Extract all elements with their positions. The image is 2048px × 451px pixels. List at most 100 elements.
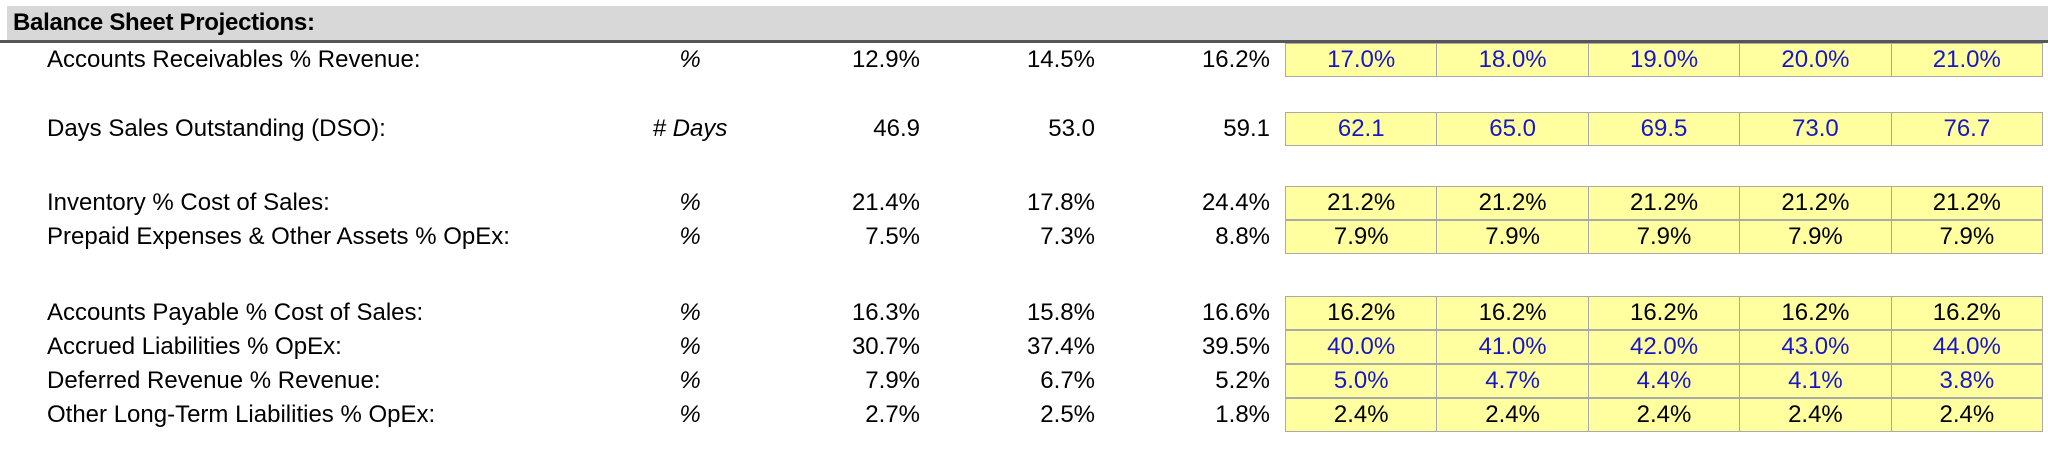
historical-value-cell: 24.4% [1201,189,1270,216]
historical-value-cell: 1.8% [1215,401,1270,428]
unit-cell: % [679,367,701,394]
projection-input-cell[interactable]: 18.0% [1436,43,1589,77]
projection-cells: 62.1 65.0 69.5 73.0 76.7 [1285,112,2044,146]
row-label: Days Sales Outstanding (DSO): [47,115,386,142]
row-prepaid-expenses-pct-opex: Prepaid Expenses & Other Assets % OpEx: … [0,220,2048,254]
spacer-row [0,77,2048,112]
historical-value-cell: 5.2% [1215,367,1270,394]
projection-cells: 5.0% 4.7% 4.4% 4.1% 3.8% [1285,364,2044,398]
projection-input-cell[interactable]: 40.0% [1285,330,1438,364]
historical-value-cell: 2.5% [1040,401,1095,428]
historical-value-cell: 6.7% [1040,367,1095,394]
projection-input-cell[interactable]: 7.9% [1285,220,1438,254]
historical-value-cell: 30.7% [851,333,920,360]
projection-input-cell[interactable]: 2.4% [1587,398,1741,432]
projection-input-cell[interactable]: 2.4% [1739,398,1892,432]
projection-input-cell[interactable]: 4.7% [1436,364,1589,398]
projection-input-cell[interactable]: 62.1 [1285,112,1438,146]
projection-input-cell[interactable]: 21.0% [1890,43,2044,77]
projection-cells: 16.2% 16.2% 16.2% 16.2% 16.2% [1285,296,2044,330]
row-other-long-term-liabilities-pct-opex: Other Long-Term Liabilities % OpEx: % 2.… [0,398,2048,432]
row-label: Accounts Payable % Cost of Sales: [47,299,424,326]
projection-input-cell[interactable]: 21.2% [1587,186,1741,220]
row-label: Accounts Receivables % Revenue: [47,46,421,73]
projection-input-cell[interactable]: 2.4% [1890,398,2044,432]
projection-input-cell[interactable]: 7.9% [1436,220,1589,254]
row-inventory-pct-cost-of-sales: Inventory % Cost of Sales: % 21.4% 17.8%… [0,186,2048,220]
historical-value-cell: 2.7% [865,401,920,428]
row-accrued-liabilities-pct-opex: Accrued Liabilities % OpEx: % 30.7% 37.4… [0,330,2048,364]
projection-input-cell[interactable]: 17.0% [1285,43,1438,77]
unit-cell: % [679,401,701,428]
unit-cell: % [679,189,701,216]
projection-input-cell[interactable]: 21.2% [1285,186,1438,220]
projection-input-cell[interactable]: 16.2% [1739,296,1892,330]
row-label: Deferred Revenue % Revenue: [47,367,381,394]
projection-input-cell[interactable]: 7.9% [1739,220,1892,254]
projection-cells: 40.0% 41.0% 42.0% 43.0% 44.0% [1285,330,2044,364]
historical-value-cell: 59.1 [1223,115,1270,142]
projection-input-cell[interactable]: 16.2% [1285,296,1438,330]
historical-value-cell: 16.6% [1201,299,1270,326]
row-label: Inventory % Cost of Sales: [47,189,330,216]
historical-value-cell: 7.9% [865,367,920,394]
historical-value-cell: 16.2% [1201,46,1270,73]
projection-cells: 21.2% 21.2% 21.2% 21.2% 21.2% [1285,186,2044,220]
unit-cell: # Days [652,115,728,142]
projection-input-cell[interactable]: 69.5 [1587,112,1741,146]
projection-input-cell[interactable]: 7.9% [1890,220,2044,254]
projection-input-cell[interactable]: 73.0 [1739,112,1892,146]
historical-value-cell: 21.4% [851,189,920,216]
unit-cell: % [679,46,701,73]
projection-input-cell[interactable]: 16.2% [1436,296,1589,330]
projection-input-cell[interactable]: 16.2% [1587,296,1741,330]
row-accounts-payable-pct-cost-of-sales: Accounts Payable % Cost of Sales: % 16.3… [0,296,2048,330]
historical-value-cell: 8.8% [1215,223,1270,250]
projection-input-cell[interactable]: 3.8% [1890,364,2044,398]
projection-input-cell[interactable]: 5.0% [1285,364,1438,398]
historical-value-cell: 53.0 [1048,115,1095,142]
projection-input-cell[interactable]: 4.4% [1587,364,1741,398]
unit-cell: % [679,299,701,326]
historical-value-cell: 14.5% [1026,46,1095,73]
historical-value-cell: 12.9% [851,46,920,73]
projection-cells: 17.0% 18.0% 19.0% 20.0% 21.0% [1285,43,2044,77]
projection-input-cell[interactable]: 16.2% [1890,296,2044,330]
historical-value-cell: 37.4% [1026,333,1095,360]
projection-cells: 7.9% 7.9% 7.9% 7.9% 7.9% [1285,220,2044,254]
projection-input-cell[interactable]: 76.7 [1890,112,2044,146]
projection-input-cell[interactable]: 65.0 [1436,112,1589,146]
projection-input-cell[interactable]: 4.1% [1739,364,1892,398]
historical-value-cell: 46.9 [873,115,920,142]
row-deferred-revenue-pct-revenue: Deferred Revenue % Revenue: % 7.9% 6.7% … [0,364,2048,398]
unit-cell: % [679,223,701,250]
unit-cell: % [679,333,701,360]
row-days-sales-outstanding: Days Sales Outstanding (DSO): # Days 46.… [0,112,2048,146]
spacer-row [0,146,2048,186]
projection-input-cell[interactable]: 19.0% [1587,43,1741,77]
section-title: Balance Sheet Projections: [13,9,315,36]
historical-value-cell: 16.3% [851,299,920,326]
section-header-bar: Balance Sheet Projections: [7,6,2048,40]
projection-input-cell[interactable]: 41.0% [1436,330,1589,364]
projection-input-cell[interactable]: 2.4% [1436,398,1589,432]
section-header-row: Balance Sheet Projections: [0,6,2048,43]
projection-cells: 2.4% 2.4% 2.4% 2.4% 2.4% [1285,398,2044,432]
spacer-row [0,254,2048,296]
historical-value-cell: 17.8% [1026,189,1095,216]
historical-value-cell: 7.5% [865,223,920,250]
historical-value-cell: 7.3% [1040,223,1095,250]
projection-input-cell[interactable]: 42.0% [1587,330,1741,364]
projection-input-cell[interactable]: 44.0% [1890,330,2044,364]
historical-value-cell: 15.8% [1026,299,1095,326]
projection-input-cell[interactable]: 21.2% [1739,186,1892,220]
projection-input-cell[interactable]: 7.9% [1587,220,1741,254]
row-label: Prepaid Expenses & Other Assets % OpEx: [47,223,510,250]
projection-input-cell[interactable]: 21.2% [1436,186,1589,220]
row-label: Other Long-Term Liabilities % OpEx: [47,401,436,428]
projection-input-cell[interactable]: 43.0% [1739,330,1892,364]
projection-input-cell[interactable]: 20.0% [1739,43,1892,77]
projection-input-cell[interactable]: 2.4% [1285,398,1438,432]
projection-input-cell[interactable]: 21.2% [1890,186,2044,220]
